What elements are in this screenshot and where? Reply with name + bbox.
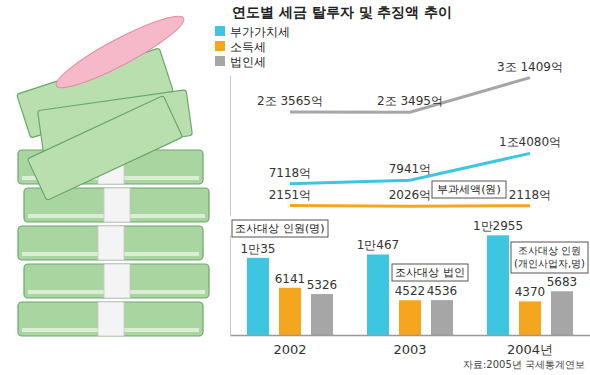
annotation-box <box>392 264 468 281</box>
money-stack <box>24 264 209 298</box>
data-label: 2151억 <box>269 188 312 202</box>
money-stack <box>18 226 203 260</box>
title: 연도별 세금 탈루자 및 추징액 추이 <box>232 4 452 20</box>
data-label: 2조 3495억 <box>377 94 443 108</box>
bar <box>279 288 301 335</box>
legend-swatch <box>215 26 225 36</box>
annotation: 조사대상 법인 <box>395 266 465 279</box>
y2-axis <box>230 76 231 216</box>
x-axis-line <box>231 335 590 337</box>
hand <box>50 7 189 98</box>
money-band <box>104 264 130 298</box>
bar <box>551 291 573 335</box>
bar <box>247 258 269 335</box>
lines <box>290 78 530 207</box>
annotation-line: 부과세액(원) <box>437 183 501 196</box>
line-labels: 7118억 7941억 1조4080억 2151억 2026억 2118억 2조 3565억… <box>257 60 563 203</box>
data-label: 2118억 <box>509 188 552 202</box>
data-label: 1만35 <box>241 242 276 256</box>
data-label: 5326 <box>307 278 338 292</box>
money-band <box>98 226 124 260</box>
annotation-box <box>511 242 588 273</box>
tick-label: 2003 <box>393 342 426 357</box>
y-axis <box>230 236 231 336</box>
bar <box>399 300 421 335</box>
data-label: 1만467 <box>357 238 400 252</box>
data-label: 4522 <box>395 284 426 298</box>
tick-label: 2004년 <box>507 342 553 357</box>
background <box>0 0 590 375</box>
annotation-box <box>432 181 506 198</box>
x-axis: 2002 2003 2004년 <box>231 336 590 358</box>
y2-axis-line <box>230 76 231 216</box>
tick: 2002 <box>273 342 306 357</box>
bar <box>487 235 509 335</box>
data-label: 2026억 <box>389 188 432 202</box>
annotation-line: (개인사업자,명) <box>514 258 585 269</box>
annotation-line: 조사대상 법인 <box>395 266 465 279</box>
money-stack <box>18 302 203 336</box>
y-axis-line <box>230 236 231 336</box>
data-label: 7941억 <box>389 162 432 176</box>
tick: 2004년 <box>507 342 553 357</box>
tick: 2003 <box>393 342 426 357</box>
data-label: 6141 <box>275 272 306 286</box>
data-label: 7118억 <box>269 166 312 180</box>
legend-swatch <box>215 41 225 51</box>
bar <box>431 300 453 335</box>
legend-entry: 소득세 <box>230 40 266 54</box>
bar <box>519 301 541 335</box>
legend-swatch <box>215 56 225 66</box>
data-label: 4536 <box>427 284 458 298</box>
data-label: 1만2955 <box>473 219 523 233</box>
data-label: 4370 <box>515 285 546 299</box>
legend: 부가가치세소득세법인세 <box>215 25 290 69</box>
line <box>290 153 530 183</box>
annotation: 조사대상 인원 (개인사업자,명) <box>514 245 585 269</box>
data-label: 2조 3565억 <box>257 94 323 108</box>
tick-label: 2002 <box>273 342 306 357</box>
annotations: 부과세액(원) 조사대상 인원(명) 조사대상 법인 조사대상 인원 (개인사업자,명) <box>232 181 588 281</box>
legend-entry: 법인세 <box>230 55 266 69</box>
line <box>290 204 530 208</box>
line <box>290 78 530 113</box>
annotation-line: 조사대상 인원 <box>518 245 581 256</box>
data-label: 3조 1409억 <box>497 60 563 74</box>
source: 자료:2005년 국세통계연보 <box>463 359 585 370</box>
annotation-box <box>232 220 328 237</box>
annotation-line: 조사대상 인원(명) <box>235 222 324 235</box>
annotation: 부과세액(원) <box>437 183 501 196</box>
money-illustration <box>17 7 209 336</box>
money-band <box>98 302 124 336</box>
legend-entry: 부가가치세 <box>230 25 290 39</box>
annotation: 조사대상 인원(명) <box>235 222 324 235</box>
data-label: 5683 <box>547 275 578 289</box>
bar <box>311 294 333 335</box>
money-band <box>104 188 130 222</box>
money-bill <box>27 95 182 200</box>
chart-svg: 1만35 1만467 1만2955 6141 4522 4370 5326 4536 5683 7… <box>0 0 590 375</box>
chart-container: 1만35 1만467 1만2955 6141 4522 4370 5326 4536 5683 7… <box>0 0 590 375</box>
data-label: 1조4080억 <box>499 135 561 149</box>
bar <box>367 254 389 335</box>
